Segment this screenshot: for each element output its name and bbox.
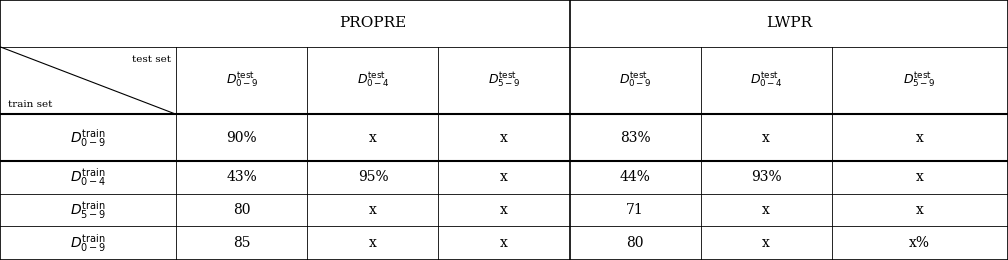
Text: 71: 71 <box>626 203 644 217</box>
Text: x: x <box>369 203 377 217</box>
Text: x: x <box>762 236 770 250</box>
Text: x: x <box>500 236 508 250</box>
Text: x: x <box>369 131 377 145</box>
Text: $D_{0-4}^{\mathrm{train}}$: $D_{0-4}^{\mathrm{train}}$ <box>70 166 107 188</box>
Text: 83%: 83% <box>620 131 650 145</box>
Text: x: x <box>916 131 923 145</box>
Text: x: x <box>916 203 923 217</box>
Text: test set: test set <box>132 55 171 64</box>
Text: 80: 80 <box>626 236 644 250</box>
Text: x: x <box>500 131 508 145</box>
Text: 80: 80 <box>233 203 251 217</box>
Text: $D_{0-4}^{\mathrm{test}}$: $D_{0-4}^{\mathrm{test}}$ <box>750 71 782 90</box>
Text: x: x <box>762 203 770 217</box>
Text: x: x <box>762 131 770 145</box>
Text: train set: train set <box>8 100 52 109</box>
Text: 93%: 93% <box>751 171 781 184</box>
Text: x: x <box>916 171 923 184</box>
Text: $D_{5-9}^{\mathrm{train}}$: $D_{5-9}^{\mathrm{train}}$ <box>71 199 106 221</box>
Text: x: x <box>500 203 508 217</box>
Text: 43%: 43% <box>227 171 257 184</box>
Text: x%: x% <box>909 236 930 250</box>
Text: 44%: 44% <box>620 171 650 184</box>
Text: $D_{0-9}^{\mathrm{test}}$: $D_{0-9}^{\mathrm{test}}$ <box>226 71 258 90</box>
Text: $D_{5-9}^{\mathrm{test}}$: $D_{5-9}^{\mathrm{test}}$ <box>488 71 520 90</box>
Text: 85: 85 <box>233 236 251 250</box>
Text: $D_{5-9}^{\mathrm{test}}$: $D_{5-9}^{\mathrm{test}}$ <box>903 71 936 90</box>
Text: $D_{0-9}^{\mathrm{test}}$: $D_{0-9}^{\mathrm{test}}$ <box>619 71 651 90</box>
Text: 90%: 90% <box>227 131 257 145</box>
Text: $D_{0-9}^{\mathrm{train}}$: $D_{0-9}^{\mathrm{train}}$ <box>71 232 106 254</box>
Text: x: x <box>369 236 377 250</box>
Text: x: x <box>500 171 508 184</box>
Text: $D_{0-4}^{\mathrm{test}}$: $D_{0-4}^{\mathrm{test}}$ <box>357 71 389 90</box>
Text: LWPR: LWPR <box>766 16 811 30</box>
Text: PROPRE: PROPRE <box>340 16 406 30</box>
Text: 95%: 95% <box>358 171 388 184</box>
Text: $D_{0-9}^{\mathrm{train}}$: $D_{0-9}^{\mathrm{train}}$ <box>71 127 106 149</box>
